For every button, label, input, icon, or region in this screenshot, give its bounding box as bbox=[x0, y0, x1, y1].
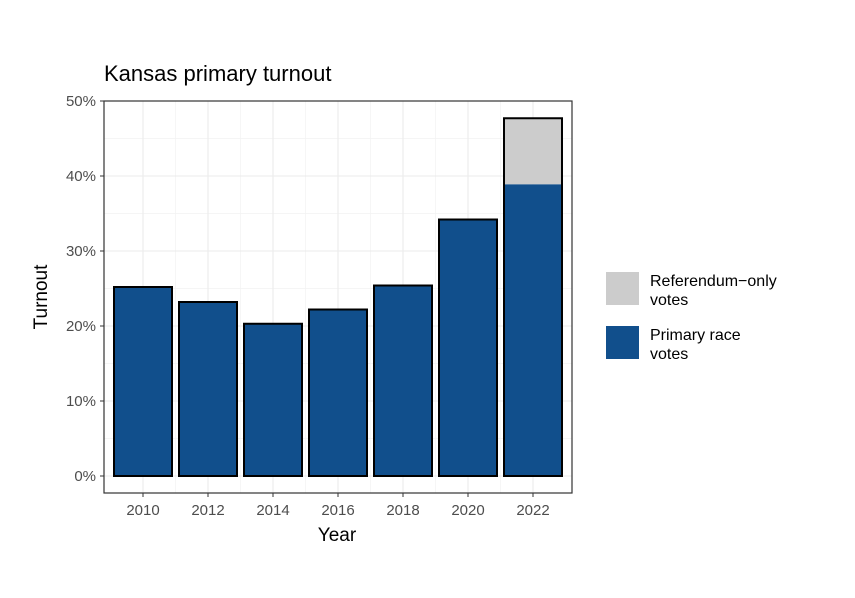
x-tick-label: 2016 bbox=[321, 502, 354, 519]
bar-segment bbox=[439, 219, 497, 476]
y-tick-label: 20% bbox=[66, 318, 96, 335]
bar-segment bbox=[179, 302, 237, 476]
bar-outline bbox=[243, 322, 303, 477]
y-tick-label: 10% bbox=[66, 393, 96, 410]
bar-outline bbox=[373, 284, 433, 477]
bar-outline bbox=[308, 308, 368, 477]
legend-label-line: Primary race bbox=[650, 327, 741, 344]
bar-segment bbox=[244, 323, 302, 476]
y-tick-label: 40% bbox=[66, 168, 96, 185]
bar-segment bbox=[504, 118, 562, 185]
legend-key bbox=[606, 272, 639, 305]
chart-title: Kansas primary turnout bbox=[104, 61, 331, 86]
y-tick-label: 50% bbox=[66, 93, 96, 110]
x-tick-label: 2018 bbox=[386, 502, 419, 519]
y-tick-label: 0% bbox=[74, 468, 96, 485]
x-tick-label: 2022 bbox=[516, 502, 549, 519]
legend-label: Primary race votes bbox=[650, 327, 741, 363]
legend-label-line: votes bbox=[650, 346, 688, 363]
legend-label-line: votes bbox=[650, 292, 688, 309]
plot-area: 0% 10% 20% 30% 40% 50% 2010 2012 2014 2016 2018 202… bbox=[66, 93, 573, 519]
y-tick-label: 30% bbox=[66, 243, 96, 260]
bar-outline bbox=[503, 117, 563, 477]
bar-segment bbox=[309, 309, 367, 476]
legend-label-line: Referendum−only bbox=[650, 273, 777, 290]
x-tick-label: 2010 bbox=[126, 502, 159, 519]
legend-label: Referendum−only votes bbox=[650, 273, 777, 309]
legend-key bbox=[606, 326, 639, 359]
bar-segment bbox=[374, 285, 432, 476]
bar-outline bbox=[178, 301, 238, 477]
bar-outline bbox=[438, 218, 498, 477]
x-tick-label: 2020 bbox=[451, 502, 484, 519]
y-axis-title: Turnout bbox=[31, 264, 52, 329]
bar-segment bbox=[504, 184, 562, 476]
x-tick-label: 2012 bbox=[191, 502, 224, 519]
x-axis-title: Year bbox=[318, 525, 357, 546]
plot-border bbox=[103, 100, 573, 494]
bar-segment bbox=[114, 287, 172, 476]
bar-outline bbox=[113, 286, 173, 477]
x-tick-label: 2014 bbox=[256, 502, 289, 519]
legend: Referendum−only votes Primary race votes bbox=[606, 272, 777, 363]
